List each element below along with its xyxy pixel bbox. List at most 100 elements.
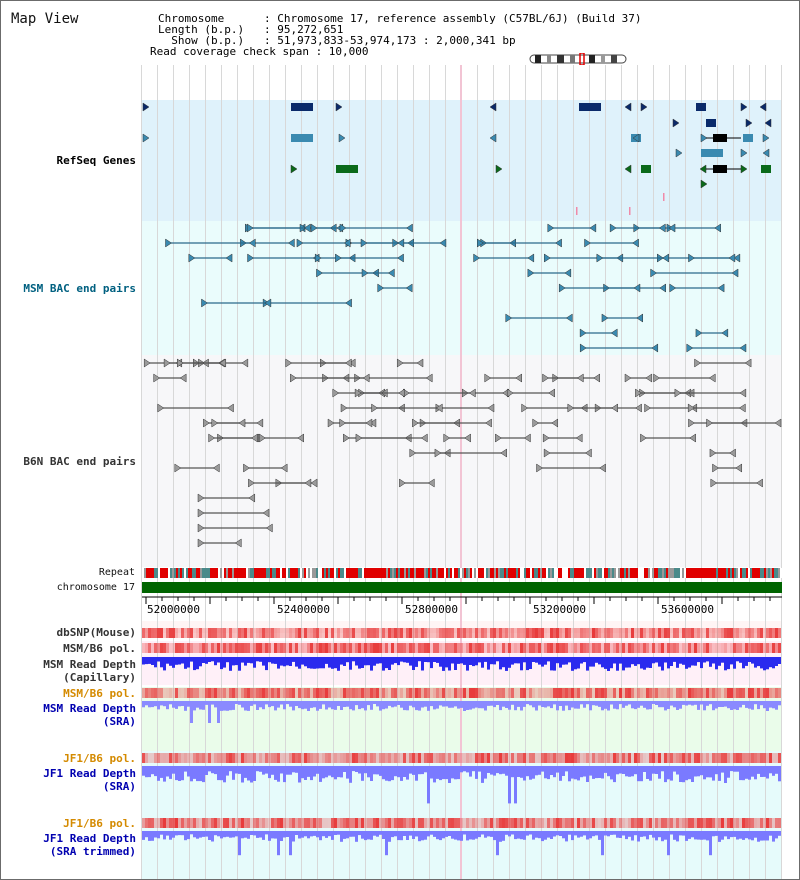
jf1-pol-heat (403, 753, 406, 763)
msm-bac-end (397, 238, 405, 248)
jf1-pol-heat (754, 753, 757, 763)
refseq-label[interactable]: RefSeq Genes (56, 154, 136, 167)
jf1-pol-heat (208, 753, 211, 763)
msm-capillary-depth-bar (301, 657, 304, 665)
jf1-trimmed-depth-bar (220, 831, 223, 839)
jf1-trimmed-depth-bar (730, 831, 733, 838)
jf1-pol-heat (478, 753, 481, 763)
msm-pol-heat (277, 643, 280, 653)
refseq-exon (713, 165, 727, 173)
jf1-pol-trimmed-heat (160, 818, 163, 828)
b6n-bac-label[interactable]: B6N BAC end pairs (23, 455, 136, 468)
msm-capillary-depth-bar (370, 657, 373, 671)
jf1-pol-heat (586, 753, 589, 763)
msm-capillary-depth-bar (736, 657, 739, 662)
msm-sra-depth-bar (217, 701, 220, 723)
msm-capillary-depth-bar (421, 657, 424, 671)
refseq-gene-arrow (672, 118, 680, 128)
jf1-sra-depth-bar (271, 766, 274, 775)
jf1-trimmed-depth-bar (577, 831, 580, 838)
dbsnp-heat (484, 628, 487, 638)
jf1-pol-trimmed-heat (727, 818, 730, 828)
jf1-pol-trimmed-heat (535, 818, 538, 828)
msm-capillary-depth-bar (697, 657, 700, 663)
msm-depth-capillary-label[interactable]: MSM Read Depth (Capillary) (43, 658, 136, 684)
msm-sra-depth-bar (541, 701, 544, 707)
msm-sra-depth-bar (220, 701, 223, 711)
dbsnp-heat (754, 628, 757, 638)
msm-pol-sra-heat (319, 688, 322, 698)
msm-bac-end (165, 238, 172, 248)
jf1-sra-depth-bar (556, 766, 559, 773)
msm-pol-sra-heat (268, 688, 271, 698)
msm-capillary-depth-bar (388, 657, 391, 670)
repeat-segment (286, 568, 288, 578)
jf1-trimmed-depth-bar (385, 831, 388, 856)
msm-capillary-depth-bar (457, 657, 460, 664)
msm-pol-sra-heat (436, 688, 439, 698)
jf1-pol-heat (193, 753, 196, 763)
msm-pol-sra-heat (613, 688, 616, 698)
b6n-bac-end (523, 433, 531, 443)
msm-capillary-depth-bar (682, 657, 685, 665)
jf1-trimmed-depth-bar (550, 831, 553, 839)
msm-bac-end (610, 328, 618, 338)
repeat-segment (776, 568, 778, 578)
msm-pol-sra-heat (673, 688, 676, 698)
jf1-pol-trimmed-heat (739, 818, 742, 828)
jf1-sra-depth-bar (424, 766, 427, 773)
repeat-segment (338, 568, 340, 578)
chromosome-bar (142, 582, 782, 593)
msm-pol-sra-label[interactable]: MSM/B6 pol. (63, 687, 136, 700)
msm-pol-sra-heat (616, 688, 619, 698)
dbsnp-label[interactable]: dbSNP(Mouse) (56, 626, 136, 639)
msm-capillary-depth-bar (571, 657, 574, 671)
b6n-bac-end (468, 388, 476, 398)
msm-capillary-depth-bar (223, 657, 226, 668)
dbsnp-heat (211, 628, 214, 638)
b6n-bac-end (624, 373, 632, 383)
msm-capillary-depth-bar (346, 657, 349, 663)
msm-sra-depth-bar (631, 701, 634, 709)
jf1-depth-sra-label[interactable]: JF1 Read Depth (SRA) (43, 767, 136, 793)
jf1-trimmed-depth-bar (631, 831, 634, 841)
jf1-pol-label[interactable]: JF1/B6 pol. (63, 752, 136, 765)
msm-pol-sra-heat (529, 688, 532, 698)
msm-pol-sra-heat (310, 688, 313, 698)
jf1-sra-depth-bar (625, 766, 628, 777)
msm-bac-label[interactable]: MSM BAC end pairs (23, 282, 136, 295)
jf1-depth-trimmed-label[interactable]: JF1 Read Depth (SRA trimmed) (43, 832, 136, 858)
jf1-sra-depth-bar (580, 766, 583, 778)
msm-pol-sra-heat (190, 688, 193, 698)
jf1-sra-depth-bar (274, 766, 277, 780)
jf1-pol-trimmed-heat (532, 818, 535, 828)
repeat-segment (578, 568, 580, 578)
msm-pol-label[interactable]: MSM/B6 pol. (63, 642, 136, 655)
jf1-sra-depth-bar (517, 766, 520, 777)
jf1-pol-heat (295, 753, 298, 763)
repeat-segment (320, 568, 322, 578)
jf1-trimmed-depth-bar (493, 831, 496, 841)
msm-sra-depth-bar (508, 701, 511, 710)
msm-pol-heat (427, 643, 430, 653)
jf1-sra-depth-bar (346, 766, 349, 779)
b6n-bac-end (688, 418, 695, 428)
jf1-sra-depth-bar (709, 766, 712, 778)
jf1-pol-trimmed-label[interactable]: JF1/B6 pol. (63, 817, 136, 830)
msm-capillary-depth-bar (505, 657, 508, 671)
dbsnp-heat (535, 628, 538, 638)
msm-sra-depth-bar (766, 701, 769, 711)
jf1-pol-trimmed-heat (559, 818, 562, 828)
b6n-bac-end (365, 418, 373, 428)
msm-depth-sra-label[interactable]: MSM Read Depth (SRA) (43, 702, 136, 728)
msm-pol-heat (700, 643, 703, 653)
msm-pol-heat (328, 643, 331, 653)
b6n-bac-end (354, 388, 362, 398)
b6n-bac-end (174, 463, 182, 473)
chromosome-ideogram[interactable] (529, 53, 629, 65)
msm-sra-depth-bar (304, 701, 307, 709)
msm-sra-depth-bar (694, 701, 697, 705)
msm-pol-sra-heat (685, 688, 688, 698)
msm-capillary-depth-bar (280, 657, 283, 666)
